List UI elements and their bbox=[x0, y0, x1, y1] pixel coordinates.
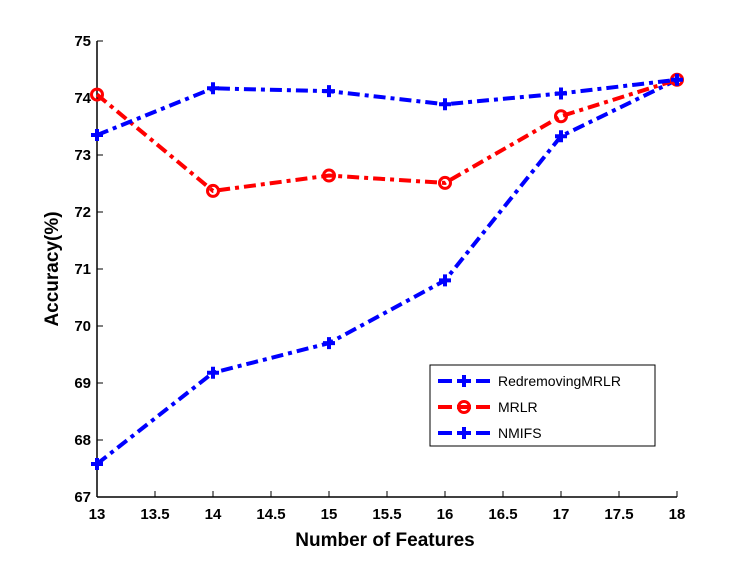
data-point bbox=[439, 274, 451, 287]
legend-marker bbox=[457, 400, 471, 414]
x-tick-label: 15.5 bbox=[372, 506, 401, 523]
x-tick-label: 13.5 bbox=[140, 506, 169, 523]
y-tick-label: 74 bbox=[74, 90, 91, 107]
y-tick-label: 70 bbox=[74, 318, 91, 335]
legend: RedremovingMRLR MRLR NMIFS bbox=[429, 364, 656, 447]
y-tick-label: 67 bbox=[74, 489, 91, 506]
series-nmifs bbox=[91, 73, 683, 470]
y-tick-label: 72 bbox=[74, 204, 91, 221]
series-mrlr bbox=[90, 72, 684, 198]
y-axis-label: Accuracy(%) bbox=[42, 211, 63, 326]
series-line bbox=[96, 77, 678, 137]
x-tick-label: 17 bbox=[553, 506, 570, 523]
data-point bbox=[91, 457, 103, 470]
x-tick-label: 16 bbox=[437, 506, 454, 523]
y-tick-label: 75 bbox=[74, 33, 91, 50]
data-point bbox=[323, 85, 335, 98]
legend-label: NMIFS bbox=[498, 425, 542, 441]
data-point bbox=[671, 73, 683, 86]
x-tick-label: 13 bbox=[89, 506, 106, 523]
x-axis-label: Number of Features bbox=[295, 530, 474, 551]
y-tick-label: 71 bbox=[74, 261, 91, 278]
x-tick-label: 16.5 bbox=[488, 506, 517, 523]
series-line bbox=[95, 77, 678, 194]
data-point bbox=[91, 129, 103, 142]
x-tick-label: 18 bbox=[669, 506, 686, 523]
series-line bbox=[95, 77, 678, 466]
legend-marker bbox=[458, 375, 470, 387]
y-tick-label: 73 bbox=[74, 147, 91, 164]
data-point bbox=[207, 82, 219, 95]
y-tick-label: 68 bbox=[74, 432, 91, 449]
axes: 13 13.5 14 14.5 15 15.5 16 16.5 17 17.5 18 67 68 69 70… bbox=[74, 33, 685, 523]
series-layer bbox=[90, 72, 684, 470]
series-redremovingmrlr bbox=[91, 73, 683, 142]
legend-label: RedremovingMRLR bbox=[498, 373, 621, 389]
data-point bbox=[439, 98, 451, 111]
x-tick-label: 17.5 bbox=[604, 506, 633, 523]
data-point bbox=[555, 130, 567, 143]
y-tick-label: 69 bbox=[74, 375, 91, 392]
data-point bbox=[207, 366, 219, 379]
data-point bbox=[323, 337, 335, 350]
data-point bbox=[90, 87, 104, 102]
x-tick-label: 15 bbox=[321, 506, 338, 523]
data-point bbox=[438, 175, 452, 190]
data-point bbox=[322, 168, 336, 183]
data-point bbox=[555, 87, 567, 100]
data-point bbox=[206, 183, 220, 198]
x-tick-label: 14.5 bbox=[256, 506, 285, 523]
legend-marker bbox=[458, 427, 470, 439]
x-tick-label: 14 bbox=[205, 506, 222, 523]
data-point bbox=[554, 109, 568, 124]
legend-label: MRLR bbox=[498, 399, 538, 415]
